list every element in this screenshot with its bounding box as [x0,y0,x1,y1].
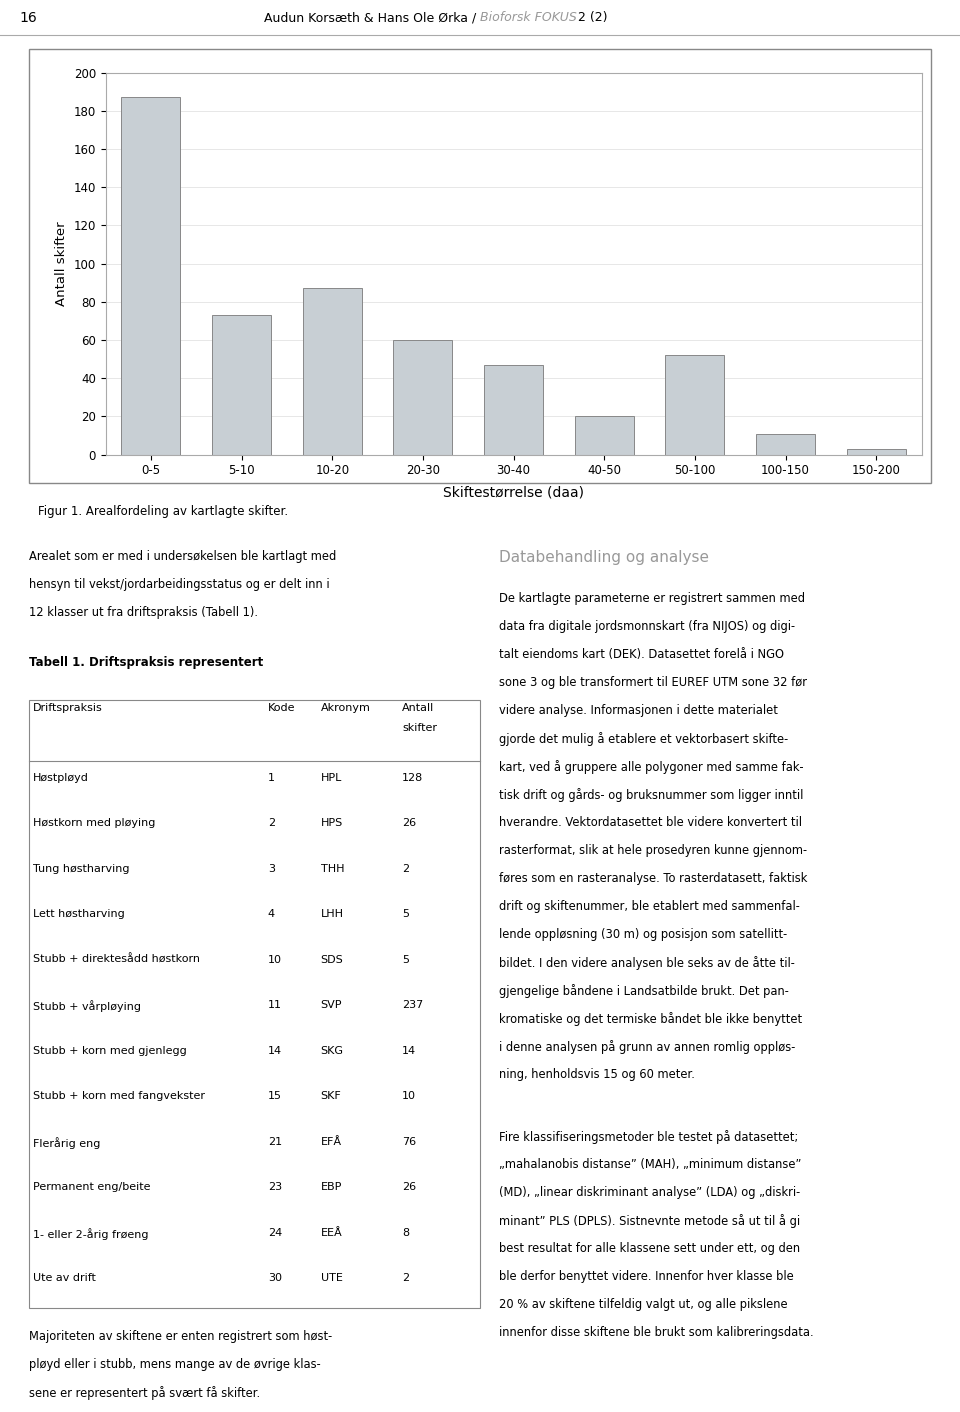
Text: HPS: HPS [321,818,343,827]
Text: hverandre. Vektordatasettet ble videre konvertert til: hverandre. Vektordatasettet ble videre k… [499,816,803,829]
Text: Flerårig eng: Flerårig eng [33,1137,100,1149]
Text: Akronym: Akronym [321,703,371,713]
Text: 11: 11 [268,1000,282,1010]
Text: 76: 76 [402,1137,417,1147]
Text: SKF: SKF [321,1091,342,1101]
Text: 10: 10 [402,1091,417,1101]
Text: 2 (2): 2 (2) [574,11,608,24]
Text: lende oppløsning (30 m) og posisjon som satellitt-: lende oppløsning (30 m) og posisjon som … [499,928,787,940]
Text: De kartlagte parameterne er registrert sammen med: De kartlagte parameterne er registrert s… [499,592,805,604]
Text: LHH: LHH [321,909,344,919]
Text: Bioforsk FOKUS: Bioforsk FOKUS [480,11,577,24]
Text: gjorde det mulig å etablere et vektorbasert skifte-: gjorde det mulig å etablere et vektorbas… [499,731,788,746]
Text: pløyd eller i stubb, mens mange av de øvrige klas-: pløyd eller i stubb, mens mange av de øv… [29,1357,321,1371]
Text: rasterformat, slik at hele prosedyren kunne gjennom-: rasterformat, slik at hele prosedyren ku… [499,844,807,857]
Text: Stubb + vårpløying: Stubb + vårpløying [33,1000,140,1012]
Text: Audun Korsæth & Hans Ole Ørka /: Audun Korsæth & Hans Ole Ørka / [264,11,480,24]
Text: 1- eller 2-årig frøeng: 1- eller 2-årig frøeng [33,1228,148,1240]
Text: skifter: skifter [402,723,437,733]
Text: 2: 2 [402,864,409,874]
Bar [29,700,480,1308]
Text: bildet. I den videre analysen ble seks av de åtte til-: bildet. I den videre analysen ble seks a… [499,956,795,970]
Text: 12 klasser ut fra driftspraksis (Tabell 1).: 12 klasser ut fra driftspraksis (Tabell … [29,606,258,618]
Text: drift og skiftenummer, ble etablert med sammenfal-: drift og skiftenummer, ble etablert med … [499,899,800,914]
Text: 5: 5 [402,955,409,964]
Text: Stubb + direktesådd høstkorn: Stubb + direktesådd høstkorn [33,955,200,964]
Text: 8: 8 [402,1228,409,1238]
Text: Tung høstharving: Tung høstharving [33,864,130,874]
Text: best resultat for alle klassene sett under ett, og den: best resultat for alle klassene sett und… [499,1241,801,1255]
Text: Permanent eng/beite: Permanent eng/beite [33,1182,150,1192]
Text: 128: 128 [402,772,423,782]
Text: 23: 23 [268,1182,282,1192]
Text: Driftspraksis: Driftspraksis [33,703,103,713]
Text: 1: 1 [268,772,275,782]
Text: 14: 14 [402,1046,417,1056]
Text: Databehandling og analyse: Databehandling og analyse [499,549,709,565]
Text: videre analyse. Informasjonen i dette materialet: videre analyse. Informasjonen i dette ma… [499,703,778,717]
Text: i denne analysen på grunn av annen romlig oppløs-: i denne analysen på grunn av annen romli… [499,1041,796,1053]
Text: Stubb + korn med gjenlegg: Stubb + korn med gjenlegg [33,1046,186,1056]
Text: HPL: HPL [321,772,342,782]
Text: gjengelige båndene i Landsatbilde brukt. Det pan-: gjengelige båndene i Landsatbilde brukt.… [499,984,789,998]
Text: 24: 24 [268,1228,282,1238]
Text: minant” PLS (DPLS). Sistnevnte metode så ut til å gi: minant” PLS (DPLS). Sistnevnte metode så… [499,1214,801,1227]
Text: Fire klassifiseringsmetoder ble testet på datasettet;: Fire klassifiseringsmetoder ble testet p… [499,1130,799,1144]
Text: 20 % av skiftene tilfeldig valgt ut, og alle pikslene: 20 % av skiftene tilfeldig valgt ut, og … [499,1298,788,1310]
Text: Høstkorn med pløying: Høstkorn med pløying [33,818,155,827]
Text: 4: 4 [268,909,275,919]
Text: Lett høstharving: Lett høstharving [33,909,125,919]
Text: Antall: Antall [402,703,435,713]
Text: data fra digitale jordsmonnskart (fra NIJOS) og digi-: data fra digitale jordsmonnskart (fra NI… [499,620,795,633]
Text: sene er representert på svært få skifter.: sene er representert på svært få skifter… [29,1385,260,1399]
Text: 5: 5 [402,909,409,919]
Text: 16: 16 [19,11,36,24]
Text: kart, ved å gruppere alle polygoner med samme fak-: kart, ved å gruppere alle polygoner med … [499,760,804,774]
Text: tisk drift og gårds- og bruksnummer som ligger inntil: tisk drift og gårds- og bruksnummer som … [499,788,804,802]
Text: 26: 26 [402,1182,417,1192]
Text: 3: 3 [268,864,275,874]
Text: 14: 14 [268,1046,282,1056]
Text: 2: 2 [402,1274,409,1284]
Text: hensyn til vekst/jordarbeidingsstatus og er delt inn i: hensyn til vekst/jordarbeidingsstatus og… [29,578,329,590]
Text: 26: 26 [402,818,417,827]
Text: Kode: Kode [268,703,296,713]
Text: SVP: SVP [321,1000,342,1010]
Text: føres som en rasteranalyse. To rasterdatasett, faktisk: føres som en rasteranalyse. To rasterdat… [499,871,807,885]
Text: ning, henholdsvis 15 og 60 meter.: ning, henholdsvis 15 og 60 meter. [499,1067,695,1082]
Text: ble derfor benyttet videre. Innenfor hver klasse ble: ble derfor benyttet videre. Innenfor hve… [499,1269,794,1282]
Text: „mahalanobis distanse” (MAH), „minimum distanse”: „mahalanobis distanse” (MAH), „minimum d… [499,1158,802,1171]
Text: 10: 10 [268,955,282,964]
Text: (MD), „linear diskriminant analyse” (LDA) og „diskri-: (MD), „linear diskriminant analyse” (LDA… [499,1186,801,1199]
Text: sone 3 og ble transformert til EUREF UTM sone 32 før: sone 3 og ble transformert til EUREF UTM… [499,676,807,689]
Text: Majoriteten av skiftene er enten registrert som høst-: Majoriteten av skiftene er enten registr… [29,1330,332,1343]
Text: Stubb + korn med fangvekster: Stubb + korn med fangvekster [33,1091,204,1101]
Text: Arealet som er med i undersøkelsen ble kartlagt med: Arealet som er med i undersøkelsen ble k… [29,549,336,563]
Text: THH: THH [321,864,344,874]
Text: SDS: SDS [321,955,344,964]
Text: 15: 15 [268,1091,282,1101]
Text: talt eiendoms kart (DEK). Datasettet forelå i NGO: talt eiendoms kart (DEK). Datasettet for… [499,648,784,661]
Text: Ute av drift: Ute av drift [33,1274,95,1284]
Text: EBP: EBP [321,1182,342,1192]
Text: 237: 237 [402,1000,423,1010]
Text: EFÅ: EFÅ [321,1137,342,1147]
Text: SKG: SKG [321,1046,344,1056]
Text: innenfor disse skiftene ble brukt som kalibreringsdata.: innenfor disse skiftene ble brukt som ka… [499,1326,814,1339]
Text: Høstpløyd: Høstpløyd [33,772,88,782]
Text: Figur 1. Arealfordeling av kartlagte skifter.: Figur 1. Arealfordeling av kartlagte ski… [38,504,289,518]
Text: UTE: UTE [321,1274,343,1284]
Text: Tabell 1. Driftspraksis representert: Tabell 1. Driftspraksis representert [29,657,263,669]
Text: 21: 21 [268,1137,282,1147]
Text: 2: 2 [268,818,275,827]
Text: kromatiske og det termiske båndet ble ikke benyttet: kromatiske og det termiske båndet ble ik… [499,1012,803,1027]
Text: EEÅ: EEÅ [321,1228,343,1238]
Text: 30: 30 [268,1274,282,1284]
